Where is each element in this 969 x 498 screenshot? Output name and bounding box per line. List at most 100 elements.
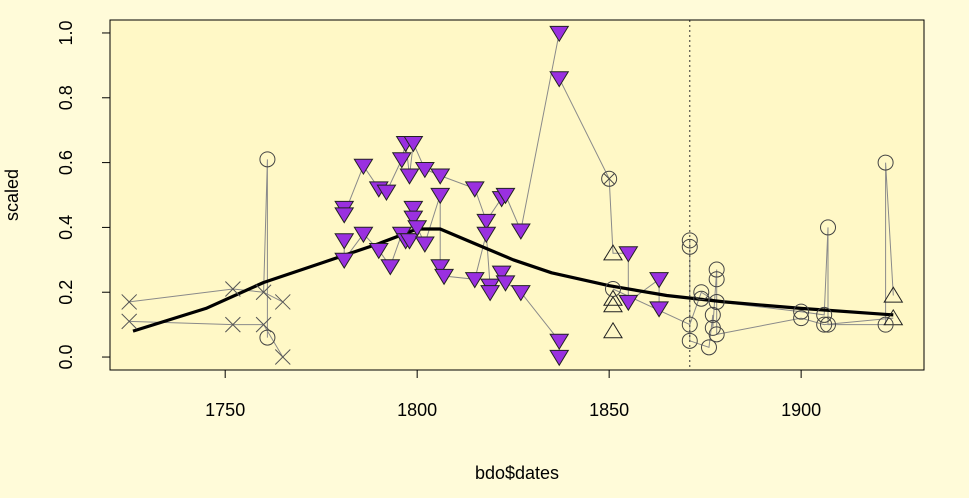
circle-marker [708,261,725,278]
triangle-up-marker [603,244,623,261]
cross-stroke [274,294,291,310]
triangle-down-marker [464,181,485,198]
circle-marker [793,310,810,327]
circle-x-stroke [603,173,615,185]
circle-marker [681,232,698,249]
triangle-down-marker [464,272,485,289]
cross-stroke [225,316,241,333]
triangle-down-marker [399,168,420,185]
x-tick-label: 1800 [397,400,437,420]
connector-line [263,159,268,338]
triangle-down-marker [480,285,501,302]
circle-marker [604,280,621,297]
circle-marker [708,293,725,310]
y-tick-label: 0.0 [56,345,76,370]
x-tick-label: 1850 [589,400,629,420]
circle-marker [681,238,698,255]
cross-stroke [225,281,241,297]
triangle-down-marker [476,213,497,231]
triangle-down-marker [391,152,412,169]
triangle-down-marker [434,268,455,286]
triangle-down-marker [618,294,639,312]
circle-marker [681,316,698,333]
circle-marker [259,151,276,168]
triangle-up-marker [603,295,623,313]
triangle-down-marker [403,200,424,218]
triangle-down-marker [430,168,451,185]
circle-marker [820,219,837,236]
triangle-down-marker [495,275,516,292]
circle-marker [708,271,725,288]
circle-marker [816,306,833,323]
circle-marker [700,339,717,356]
triangle-down-marker [334,252,355,270]
cross-stroke [255,316,272,333]
circle-x-marker [601,170,618,187]
cross-marker [225,316,241,333]
y-axis: 0.0 0.2 0.4 0.6 0.8 1.0 [56,20,111,370]
y-tick-label: 0.8 [56,85,76,110]
x-tick-label: 1900 [781,400,821,420]
circle-marker [877,316,894,333]
circle-marker [820,316,837,333]
triangle-down-marker [430,187,451,205]
triangle-down-marker [368,242,389,260]
triangle-down-marker [476,226,497,244]
triangle-down-marker [376,184,397,201]
trend-line [132,227,894,333]
triangle-down-marker [491,265,512,282]
circle-marker [693,284,710,301]
triangle-down-marker [380,259,401,276]
triangle-down-marker [549,349,570,367]
triangle-down-marker [403,136,424,153]
circle-x-ring [601,170,618,187]
data-markers [121,25,904,367]
triangle-up-marker [603,289,623,306]
triangle-down-marker [649,301,670,318]
triangle-down-marker [403,210,424,227]
triangle-down-marker [510,223,531,240]
triangle-down-marker [549,333,570,351]
y-tick-label: 1.0 [56,20,76,45]
smooth-curve [132,227,894,333]
triangle-up-marker [883,286,904,303]
triangle-down-marker [549,25,570,43]
circle-marker [704,306,721,323]
circle-marker [708,326,725,343]
x-axis: 1750 1800 1850 1900 [205,369,821,420]
triangle-down-marker [495,187,516,205]
triangle-down-marker [510,285,531,302]
circle-marker [681,332,698,349]
triangle-down-marker [430,259,451,276]
triangle-down-marker [407,220,428,237]
cross-marker [255,284,272,301]
circle-marker [816,316,833,333]
y-axis-title: scaled [2,169,22,221]
y-tick-label: 0.6 [56,150,76,175]
triangle-down-marker [334,233,355,250]
cross-stroke [255,284,272,301]
plot-area [110,20,924,370]
cross-stroke [274,349,291,365]
connector-line [612,162,894,326]
triangle-down-marker [414,161,435,179]
x-tick-label: 1750 [205,400,245,420]
y-tick-label: 0.4 [56,215,76,240]
cross-marker [274,294,291,310]
x-axis-title: bdo$dates [475,463,559,483]
connector-line [129,320,284,358]
triangle-down-marker [414,236,435,253]
triangle-down-marker [549,71,570,88]
cross-marker [121,313,138,330]
circle-marker [793,303,810,320]
cross-marker [274,349,291,365]
triangle-up-marker [603,321,623,339]
triangle-down-marker [399,233,420,250]
cross-stroke [121,313,138,330]
triangle-down-marker [353,158,374,176]
cross-marker [121,294,138,310]
cross-marker [225,281,241,297]
triangle-down-marker [618,246,639,263]
cross-marker [255,316,272,333]
